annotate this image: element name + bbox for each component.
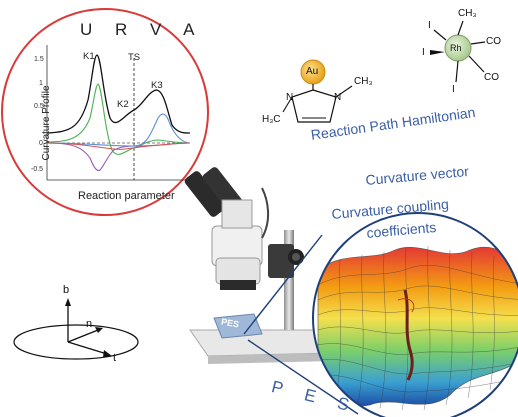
gold-nhc-complex [282,59,353,123]
t-arrowhead [103,350,112,357]
y-tick-1-5: 1.5 [34,56,44,63]
microscope-pillar [284,230,294,330]
rh-i-bottom-bond [455,60,459,83]
n-methyl-bond-left [282,96,293,113]
microscope-arm [268,244,294,278]
frenet-ellipse [13,324,139,360]
curve-total [46,54,191,134]
t-label: t [113,352,117,364]
rh-co-top-bond [470,41,486,45]
n-right-label: N [334,92,342,103]
b-arrowhead [65,298,71,306]
rh-i-topleft-bond [433,29,447,41]
n-arrowhead [95,327,103,333]
reaction-path [403,289,414,381]
i-topleft-label: I [428,20,431,31]
lens-guide-top [243,234,323,335]
pes-surface [317,246,518,407]
curve-red [46,142,191,150]
urva-panel [1,8,209,216]
rh-label: Rh [450,43,462,53]
specimen-slide [213,313,263,339]
lens-border [312,212,518,417]
reaction-path-highlight [397,298,415,313]
light-cable [261,187,269,239]
y-tick-0-5: 0.5 [34,103,44,110]
eyepiece-left [184,171,226,217]
magnifier-lens-icon [243,212,518,417]
peak-label-k2: K2 [117,99,129,110]
rh-co-bottom-bond [468,55,485,73]
h3c-label: H₃C [262,114,281,125]
focus-knob-center [292,253,300,261]
n-vector [67,329,99,343]
y-tick-0: 0 [39,140,43,147]
t-vector [67,341,108,355]
curve-blue [46,113,191,147]
curve-purple [46,142,191,172]
ch3-label-au: CH₃ [354,76,373,87]
co-top-label: CO [486,36,501,47]
peak-label-k1: K1 [83,51,95,62]
n-left-label: N [286,92,294,103]
rh-i-left-wedge [430,50,445,55]
i-left-label: I [422,47,425,58]
y-tick-neg-0-5: -0.5 [31,166,44,173]
imidazole-ring [291,89,337,123]
lens-guide-bottom [247,339,359,415]
urva-circle-border [1,8,209,216]
y-axis-label: Curvature Profile [41,85,52,161]
y-tick-1: 1 [39,80,43,87]
pes-surface-icon [317,245,518,411]
peak-label-k3: K3 [151,80,163,91]
rh-ch3-bond [457,20,464,36]
au-label: Au [306,66,319,77]
frenet-frame [13,298,139,360]
rh-complex [430,20,486,83]
ts-label: TS [128,52,141,63]
n-methyl-bond-right [335,85,353,98]
x-axis-label: Reaction parameter [78,190,175,202]
objective-ring [220,280,256,290]
b-label: b [63,284,70,296]
eyepiece-housing [221,199,253,229]
n-label: n [86,318,93,330]
ch3-label-rh: CH₃ [458,8,477,19]
curve-green [46,83,191,155]
urva-title: U R V A [80,20,204,39]
co-bottom-label: CO [484,72,499,83]
i-bottom-label: I [452,84,455,95]
